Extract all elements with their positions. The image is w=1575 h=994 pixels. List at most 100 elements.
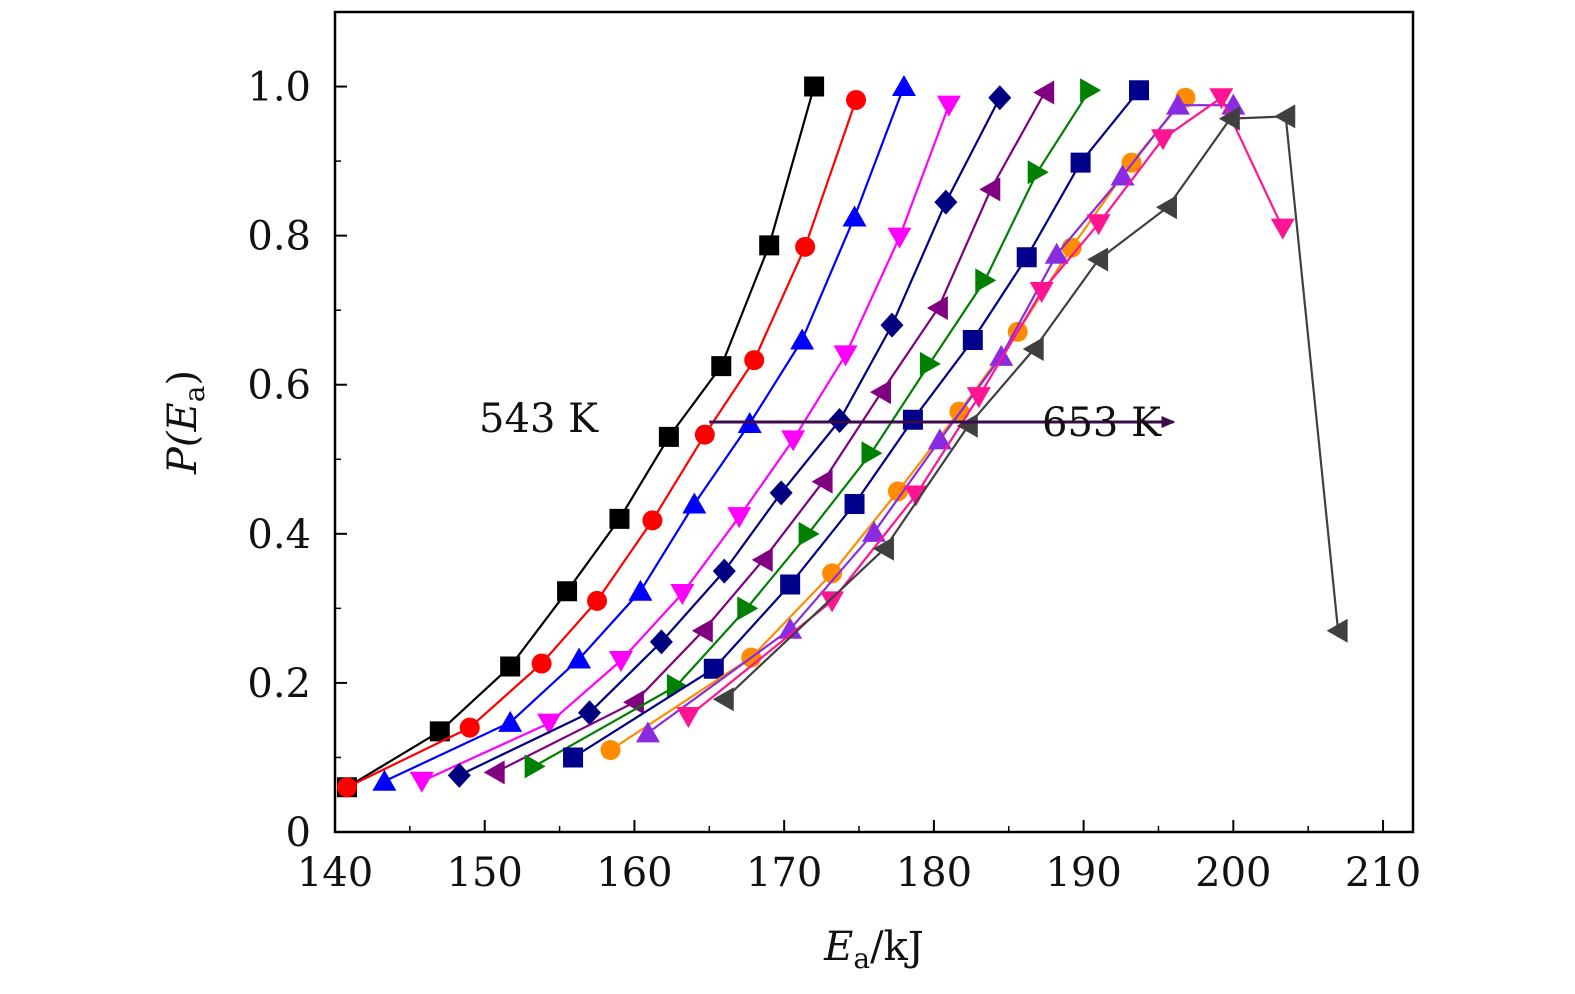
data-point [1326, 618, 1348, 643]
series-line [383, 86, 905, 783]
data-point [658, 426, 679, 447]
data-point [844, 494, 865, 514]
series-8 [563, 80, 1150, 768]
data-point [1270, 218, 1295, 240]
data-point [483, 760, 505, 785]
data-point [1155, 195, 1177, 220]
data-point [822, 563, 843, 584]
data-point [336, 777, 357, 798]
x-tick-label: 190 [1045, 850, 1121, 896]
data-point [1087, 247, 1109, 272]
data-point [666, 673, 688, 698]
data-point [1209, 88, 1234, 110]
data-point [727, 507, 752, 529]
data-point [682, 492, 707, 514]
data-point [842, 205, 867, 227]
data-point [751, 547, 773, 572]
series-2 [336, 89, 867, 798]
data-point [694, 424, 715, 445]
data-point [811, 469, 833, 494]
data-point [966, 387, 991, 409]
x-tick-label: 210 [1345, 850, 1421, 896]
data-point [979, 177, 1001, 202]
data-point [820, 591, 845, 613]
y-axis-title-sub: a [178, 386, 211, 403]
data-point [902, 409, 923, 430]
data-point [578, 700, 602, 726]
data-point [962, 330, 983, 350]
series-5 [447, 85, 1012, 788]
data-point [989, 344, 1014, 366]
data-point [670, 583, 695, 605]
y-axis-title-suffix: ) [160, 370, 206, 386]
data-point [833, 345, 858, 367]
data-point [903, 485, 928, 507]
x-tick-label: 180 [896, 850, 972, 896]
data-point [1165, 93, 1190, 115]
x-tick-label: 170 [746, 850, 822, 896]
data-point [1016, 247, 1037, 268]
data-point [409, 771, 434, 793]
annotation-end-temperature: 653 K [1042, 400, 1162, 446]
series-7 [524, 78, 1102, 779]
data-point [936, 95, 961, 117]
data-point [1129, 80, 1150, 101]
data-point [795, 236, 816, 257]
annotation-start-temperature: 543 K [479, 396, 599, 442]
data-point [872, 536, 894, 561]
data-point [600, 740, 621, 760]
y-tick-label: 0.2 [247, 661, 311, 707]
data-point [887, 227, 912, 249]
y-tick-label: 1.0 [247, 65, 311, 111]
data-point [447, 762, 471, 788]
data-point [703, 658, 724, 679]
data-point [781, 430, 806, 452]
y-tick-label: 0 [286, 810, 311, 856]
data-point [1044, 242, 1069, 264]
data-point [531, 653, 552, 674]
data-point [891, 75, 916, 97]
series-line [723, 115, 1340, 701]
data-point [1218, 106, 1240, 131]
data-point [712, 687, 734, 712]
data-point [642, 510, 663, 531]
data-point [649, 629, 673, 655]
data-point [1274, 104, 1296, 129]
data-point [459, 717, 480, 738]
data-point [500, 656, 521, 677]
data-point [869, 380, 891, 405]
x-axis: 140 150 160 170 180 190 200 210 [297, 820, 1421, 896]
data-point [778, 617, 803, 639]
data-point [1086, 214, 1111, 236]
data-point [804, 76, 825, 97]
data-point [956, 413, 978, 438]
x-tick-label: 150 [447, 850, 523, 896]
data-point [1022, 336, 1044, 361]
series-layer [336, 75, 1348, 798]
data-point [934, 189, 958, 215]
data-point [790, 328, 815, 350]
data-point [372, 769, 397, 791]
data-point [628, 579, 653, 601]
data-point [1027, 160, 1049, 185]
data-point [1070, 152, 1091, 173]
y-axis-title-prefix: P( [160, 430, 206, 475]
x-tick-label: 160 [596, 850, 672, 896]
series-10 [635, 93, 1246, 743]
series-11 [676, 88, 1295, 728]
data-point [988, 85, 1012, 111]
data-point [498, 710, 523, 732]
data-point [608, 651, 633, 673]
data-point [635, 721, 660, 743]
data-point [676, 706, 701, 728]
data-point [975, 268, 997, 293]
data-point [769, 480, 793, 506]
data-point [691, 618, 713, 643]
data-point [609, 508, 630, 529]
data-point [759, 235, 780, 256]
data-point [919, 351, 941, 376]
series-line [421, 104, 950, 783]
series-3 [372, 75, 916, 791]
x-axis-title-suffix: /kJ [870, 924, 924, 970]
data-point [887, 481, 908, 502]
